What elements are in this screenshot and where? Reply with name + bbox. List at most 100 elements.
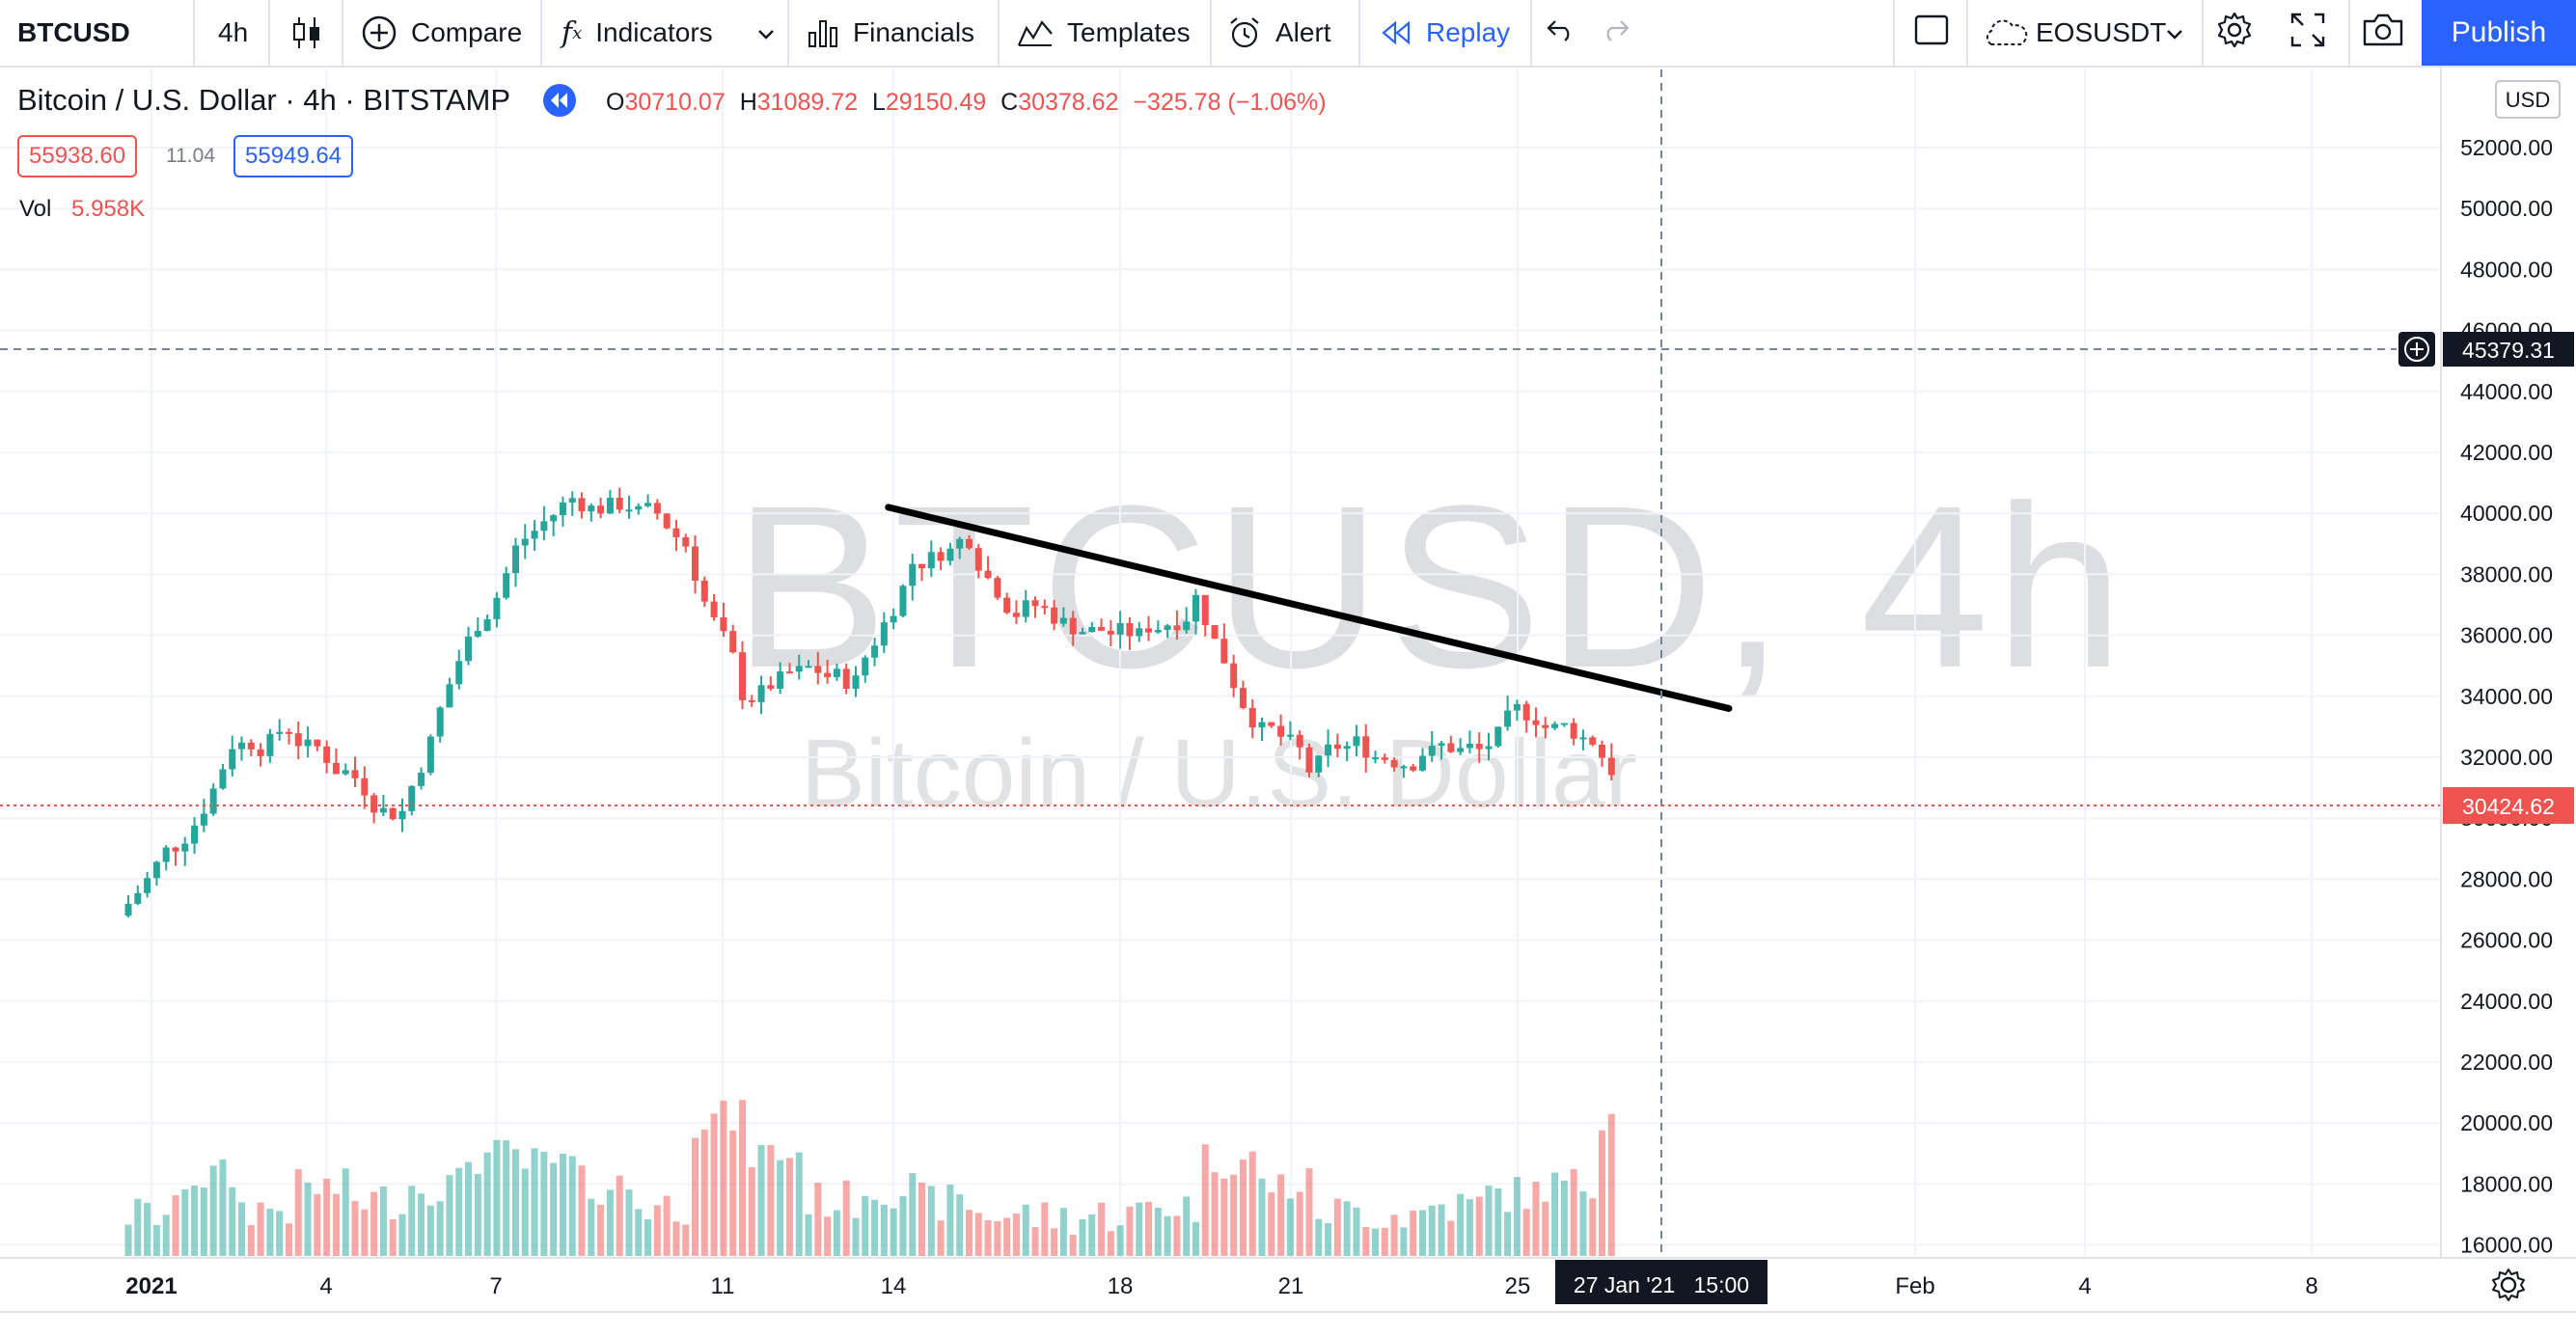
- candle-body: [238, 742, 245, 750]
- candle-body: [1305, 747, 1313, 773]
- volume-bar: [1513, 1177, 1521, 1256]
- volume-bar: [247, 1225, 255, 1256]
- volume-bar: [700, 1130, 708, 1256]
- symbol-search-button[interactable]: BTCUSD: [17, 0, 130, 66]
- candle-body: [739, 652, 746, 700]
- time-tick: 25: [1505, 1273, 1531, 1299]
- volume-bar: [1164, 1215, 1171, 1256]
- replay-button[interactable]: Replay: [1380, 0, 1510, 66]
- symbol-legend-title[interactable]: Bitcoin / U.S. Dollar · 4h · BITSTAMP: [17, 83, 511, 117]
- templates-button[interactable]: Templates: [1017, 0, 1191, 66]
- volume-bar: [1494, 1188, 1502, 1256]
- volume-bar: [332, 1193, 340, 1256]
- volume-bar: [1428, 1205, 1436, 1256]
- volume-bar: [209, 1165, 217, 1256]
- volume-bar: [1183, 1196, 1191, 1256]
- volume-bar: [1475, 1196, 1483, 1256]
- volume-bar: [1466, 1199, 1473, 1256]
- candle-body: [1098, 626, 1106, 631]
- volume-bar: [1051, 1228, 1058, 1256]
- crosshair-price-value: 45379.31: [2462, 338, 2555, 363]
- candle-body: [1296, 734, 1303, 748]
- volume-bar: [842, 1180, 850, 1256]
- candle-body: [1069, 617, 1077, 635]
- candle-body: [1457, 748, 1465, 752]
- candle-body: [172, 847, 179, 852]
- collapse-legend-button[interactable]: [542, 83, 577, 123]
- symbol-label: BTCUSD: [17, 17, 130, 47]
- volume-bar: [408, 1186, 416, 1256]
- volume-bar: [616, 1175, 623, 1256]
- candle-body: [606, 498, 614, 514]
- sell-price-button[interactable]: 55938.60: [17, 135, 138, 177]
- volume-bar: [653, 1205, 661, 1256]
- chart-style-button[interactable]: [291, 0, 336, 66]
- volume-bar: [238, 1202, 245, 1256]
- candle-body: [777, 671, 784, 690]
- compare-button[interactable]: Compare: [361, 0, 522, 66]
- candle-body: [1022, 600, 1029, 617]
- volume-bar: [578, 1165, 586, 1256]
- volume-bar: [1041, 1202, 1049, 1256]
- saved-layout-button[interactable]: EOSUSDT: [1982, 0, 2166, 66]
- grid-lines: [0, 69, 2441, 1258]
- square-icon: [1914, 14, 1949, 52]
- candle-body: [1325, 744, 1332, 756]
- indicators-dropdown[interactable]: [756, 0, 776, 66]
- candle-body: [588, 505, 595, 512]
- fullscreen-button[interactable]: [2290, 0, 2325, 66]
- candle-body: [1126, 622, 1134, 637]
- candle-body: [209, 788, 217, 814]
- buy-price-button[interactable]: 55949.64: [233, 135, 354, 177]
- candle-body: [1532, 720, 1540, 725]
- volume-bar: [1570, 1168, 1577, 1256]
- financials-button[interactable]: Financials: [807, 0, 974, 66]
- candle-body: [1107, 630, 1114, 635]
- volume-bar: [1012, 1214, 1020, 1256]
- volume-bar: [1589, 1198, 1597, 1256]
- alert-button[interactable]: Alert: [1227, 0, 1331, 66]
- currency-badge[interactable]: [2495, 80, 2561, 119]
- price-tick: 18000.00: [2460, 1171, 2553, 1196]
- candle-body: [1192, 594, 1199, 622]
- interval-button[interactable]: 4h: [218, 0, 248, 66]
- chart-settings-gear-icon[interactable]: [2492, 1269, 2525, 1301]
- volume-bar: [1579, 1191, 1587, 1256]
- candle-body: [1400, 766, 1408, 769]
- publish-button[interactable]: Publish: [2422, 0, 2576, 66]
- trend-line[interactable]: [885, 504, 1733, 712]
- volume-bar: [899, 1195, 907, 1256]
- volume-bar: [862, 1195, 869, 1256]
- settings-button[interactable]: [2215, 0, 2254, 66]
- candle-body: [314, 739, 321, 747]
- last-price-value: 30424.62: [2462, 794, 2555, 819]
- snapshot-button[interactable]: [2362, 0, 2404, 66]
- volume-bar: [1305, 1168, 1313, 1256]
- candle-body: [767, 685, 775, 690]
- candle-body: [1248, 707, 1256, 728]
- layout-button[interactable]: [1914, 0, 1949, 66]
- low-value: 29150.49: [885, 89, 987, 116]
- layout-dropdown[interactable]: [2165, 0, 2184, 66]
- candle-body: [389, 807, 397, 820]
- undo-button[interactable]: [1546, 0, 1576, 66]
- volume-bar: [1296, 1191, 1303, 1256]
- candle-body: [1041, 606, 1049, 609]
- time-axis-ticks: 2021 4 7 11 14 18 21 25 Feb 4 8: [125, 1273, 2317, 1299]
- time-axis[interactable]: [0, 1258, 2441, 1310]
- volume-bar: [503, 1140, 510, 1256]
- volume-label: Vol: [19, 196, 52, 222]
- volume-legend[interactable]: Vol 5.958K: [19, 196, 145, 223]
- candle-body: [729, 631, 737, 653]
- price-tick: 24000.00: [2460, 989, 2553, 1014]
- volume-bar: [1362, 1226, 1370, 1256]
- price-axis[interactable]: [2441, 68, 2576, 1258]
- candle-body: [124, 903, 132, 916]
- volume-bar: [455, 1167, 463, 1256]
- candle-body: [276, 731, 284, 734]
- candle-body: [1173, 625, 1181, 631]
- redo-button[interactable]: [1600, 0, 1631, 66]
- candle-body: [503, 573, 510, 598]
